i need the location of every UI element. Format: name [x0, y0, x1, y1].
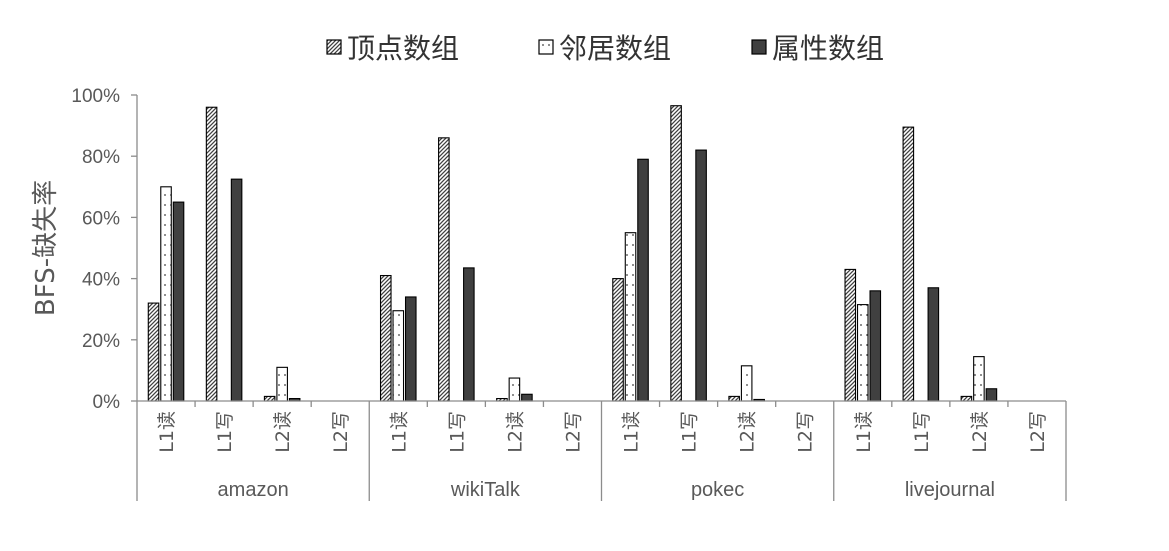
- bar-wikiTalk-3-series-1: [508, 377, 521, 402]
- bar-livejournal-2-series-2: [927, 287, 940, 402]
- group-label: livejournal: [905, 479, 995, 501]
- group-label: pokec: [691, 479, 744, 501]
- bar-livejournal-1-series-1: [856, 304, 869, 402]
- y-tick-label: 40%: [82, 270, 120, 291]
- bar-amazon-1-series-1: [160, 186, 172, 402]
- bar-amazon-1-series-2: [172, 201, 185, 402]
- bar-amazon-2-series-0: [205, 106, 218, 402]
- category-label: L1读: [388, 411, 410, 453]
- y-axis-label: BFS-缺失率: [31, 180, 61, 316]
- category-label: L2读: [272, 411, 294, 453]
- bar-livejournal-2-series-0: [902, 126, 915, 402]
- bar-wikiTalk-1-series-2: [404, 296, 417, 402]
- category-label: L2读: [737, 411, 759, 453]
- bar-livejournal-3-series-2: [985, 388, 998, 402]
- category-label: L1读: [621, 411, 643, 453]
- category-label: L2写: [562, 411, 584, 453]
- y-tick-label: 20%: [82, 331, 120, 352]
- y-axis-ticks: 0% 20% 40% 60% 80% 100%: [71, 86, 120, 413]
- bar-livejournal-1-series-0: [844, 268, 857, 402]
- bar-pokec-3-series-1: [740, 365, 753, 402]
- group-label: wikiTalk: [450, 479, 521, 501]
- bar-pokec-3-series-0: [728, 395, 740, 402]
- axes: [131, 94, 1067, 501]
- legend-swatch-series-2: [751, 39, 767, 55]
- legend-label-series-2: 属性数组: [772, 32, 884, 65]
- category-label: L1写: [679, 411, 701, 453]
- bar-wikiTalk-3-series-2: [521, 393, 533, 402]
- category-label: L1写: [214, 411, 236, 453]
- category-label: L2读: [969, 411, 991, 453]
- category-label: L2写: [1027, 411, 1049, 453]
- bar-amazon-3-series-1: [276, 366, 288, 402]
- y-tick-label: 60%: [82, 208, 120, 229]
- legend-swatch-series-0: [326, 39, 342, 55]
- y-tick-label: 80%: [82, 147, 120, 168]
- bar-amazon-3-series-0: [263, 395, 276, 402]
- y-tick-label: 100%: [71, 86, 120, 107]
- bar-pokec-1-series-2: [637, 158, 649, 402]
- bar-wikiTalk-2-series-2: [463, 267, 475, 402]
- legend: 顶点数组 邻居数组 属性数组: [326, 32, 884, 65]
- y-tick-label: 0%: [93, 392, 121, 413]
- category-label: L2写: [330, 411, 352, 453]
- bar-livejournal-1-series-2: [869, 290, 882, 402]
- bar-amazon-2-series-2: [230, 178, 243, 402]
- category-label: L2读: [504, 411, 526, 453]
- bar-pokec-1-series-1: [624, 232, 637, 402]
- bar-wikiTalk-2-series-0: [438, 137, 450, 402]
- category-label: L1写: [446, 411, 468, 453]
- group-label: amazon: [218, 479, 289, 501]
- group-labels: amazon wikiTalk pokec livejournal: [218, 479, 995, 501]
- category-labels: L1读 L1写 L2读 L2写 L1读 L1写 L2读 L2写 L1读 L1写 …: [156, 411, 1049, 453]
- category-label: L2写: [795, 411, 817, 453]
- bar-wikiTalk-1-series-1: [392, 310, 405, 402]
- bar-pokec-2-series-0: [670, 105, 682, 402]
- bar-pokec-2-series-2: [695, 149, 707, 402]
- bar-pokec-1-series-0: [612, 278, 624, 402]
- category-label: L1读: [853, 411, 875, 453]
- bar-livejournal-3-series-0: [960, 395, 973, 402]
- legend-swatch-series-1: [538, 39, 554, 55]
- bar-amazon-1-series-0: [147, 302, 160, 402]
- category-label: L1读: [156, 411, 178, 453]
- category-label: L1写: [911, 411, 933, 453]
- bar-livejournal-3-series-1: [973, 356, 985, 402]
- bar-wikiTalk-1-series-0: [379, 274, 392, 402]
- legend-label-series-1: 邻居数组: [559, 32, 671, 65]
- legend-label-series-0: 顶点数组: [347, 32, 459, 65]
- bars: [147, 105, 998, 402]
